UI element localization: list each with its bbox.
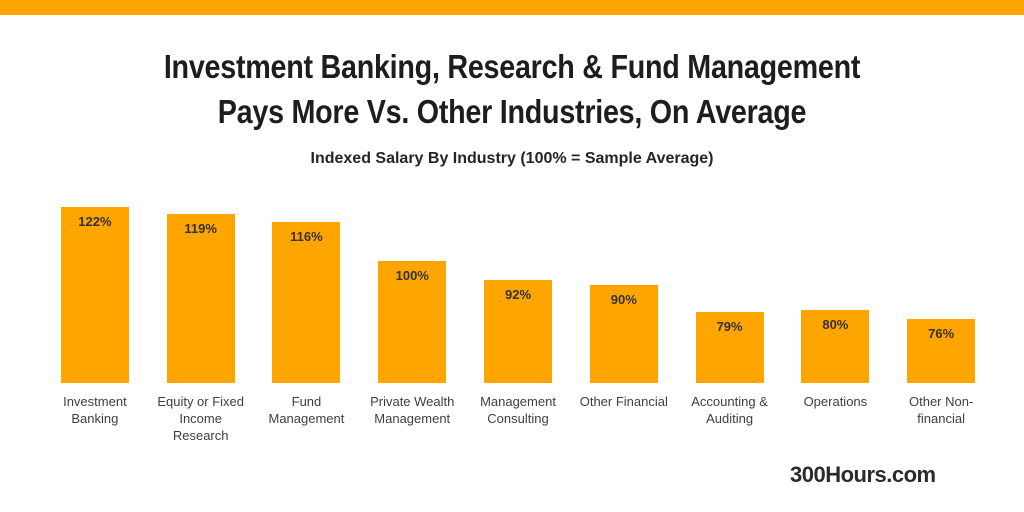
bar-value-label: 92% <box>505 287 532 302</box>
bar-value-label: 80% <box>822 317 849 332</box>
category-label: Operations <box>803 394 868 409</box>
bar-column: 119% <box>148 207 254 383</box>
bar-value-label: 119% <box>184 221 217 236</box>
bar: 76% <box>907 319 976 383</box>
bar: 92% <box>484 280 553 383</box>
bar: 100% <box>378 261 447 383</box>
category-label: Investment Banking <box>63 394 127 426</box>
category-labels-row: Investment Banking Equity or Fixed Income… <box>42 393 994 444</box>
bar: 116% <box>272 222 341 383</box>
category-label: Fund Management <box>268 394 345 426</box>
bar-value-label: 76% <box>928 326 955 341</box>
bars-row: 122% 119% 116% 100% 92% 90% 79% 80% 76% <box>42 207 994 383</box>
bar-value-label: 90% <box>610 292 637 307</box>
bar-value-label: 79% <box>716 319 743 334</box>
category-label: Equity or Fixed Income Research <box>157 394 245 443</box>
category-label: Accounting & Auditing <box>691 394 768 426</box>
bar: 119% <box>166 214 235 383</box>
bar: 80% <box>801 310 870 383</box>
bar: 79% <box>695 312 764 383</box>
bar-column: 80% <box>782 207 888 383</box>
bar-column: 76% <box>888 207 994 383</box>
category-label: Private Wealth Management <box>370 394 455 426</box>
bar-column: 116% <box>254 207 360 383</box>
bar-column: 92% <box>465 207 571 383</box>
bar: 122% <box>60 207 129 383</box>
bar-chart: 122% 119% 116% 100% 92% 90% 79% 80% 76% Investme… <box>42 207 994 444</box>
bar-value-label: 100% <box>395 268 429 283</box>
top-accent-bar <box>0 0 1024 15</box>
category-label: Management Consulting <box>480 394 556 426</box>
bar-column: 90% <box>571 207 677 383</box>
bar: 90% <box>589 285 658 383</box>
category-label: Other Financial <box>579 394 668 409</box>
bar-value-label: 122% <box>78 214 112 229</box>
chart-subtitle: Indexed Salary By Industry (100% = Sampl… <box>310 150 714 167</box>
bar-value-label: 116% <box>290 229 323 244</box>
watermark-text: 300Hours.com <box>790 462 936 487</box>
chart-title: Investment Banking, Research & Fund Mana… <box>163 48 861 130</box>
bar-column: 122% <box>42 207 148 383</box>
category-label: Other Non- financial <box>908 394 974 426</box>
bar-column: 79% <box>677 207 783 383</box>
bar-column: 100% <box>359 207 465 383</box>
